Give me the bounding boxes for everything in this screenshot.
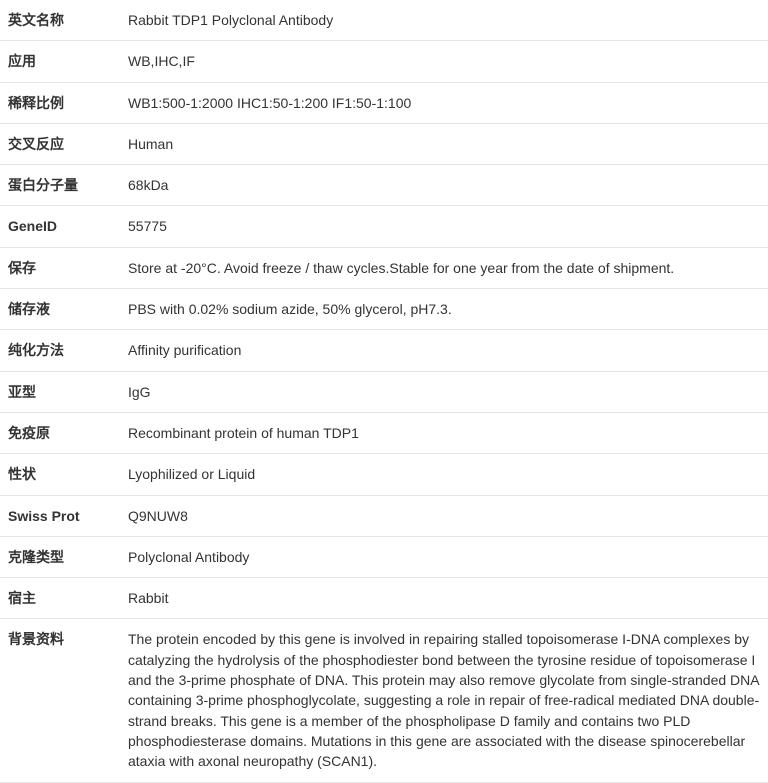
row-label: 储存液 [0,289,120,330]
row-value: Q9NUW8 [120,495,768,536]
row-value: Polyclonal Antibody [120,536,768,577]
row-value: Lyophilized or Liquid [120,454,768,495]
row-label: 应用 [0,41,120,82]
table-row: 纯化方法 Affinity purification [0,330,768,371]
row-value: WB1:500-1:2000 IHC1:50-1:200 IF1:50-1:10… [120,82,768,123]
row-value: 55775 [120,206,768,247]
row-label: 英文名称 [0,0,120,41]
table-row: 保存 Store at -20°C. Avoid freeze / thaw c… [0,247,768,288]
table-row: 背景资料 The protein encoded by this gene is… [0,619,768,782]
row-label: 亚型 [0,371,120,412]
spec-table: 英文名称 Rabbit TDP1 Polyclonal Antibody 应用 … [0,0,768,783]
table-row: 性状 Lyophilized or Liquid [0,454,768,495]
table-row: GeneID 55775 [0,206,768,247]
table-row: 亚型 IgG [0,371,768,412]
table-row: 储存液 PBS with 0.02% sodium azide, 50% gly… [0,289,768,330]
row-value: Human [120,123,768,164]
table-row: 克隆类型 Polyclonal Antibody [0,536,768,577]
row-label: 纯化方法 [0,330,120,371]
row-label: 克隆类型 [0,536,120,577]
row-label: 性状 [0,454,120,495]
table-row: 蛋白分子量 68kDa [0,165,768,206]
row-value: IgG [120,371,768,412]
table-row: 交叉反应 Human [0,123,768,164]
table-row: 免疫原 Recombinant protein of human TDP1 [0,412,768,453]
row-label: 交叉反应 [0,123,120,164]
row-value: The protein encoded by this gene is invo… [120,619,768,782]
row-label: 稀释比例 [0,82,120,123]
table-row: 稀释比例 WB1:500-1:2000 IHC1:50-1:200 IF1:50… [0,82,768,123]
row-label: 蛋白分子量 [0,165,120,206]
table-row: 英文名称 Rabbit TDP1 Polyclonal Antibody [0,0,768,41]
row-label: 免疫原 [0,412,120,453]
row-value: PBS with 0.02% sodium azide, 50% glycero… [120,289,768,330]
spec-table-body: 英文名称 Rabbit TDP1 Polyclonal Antibody 应用 … [0,0,768,782]
table-row: 应用 WB,IHC,IF [0,41,768,82]
table-row: Swiss Prot Q9NUW8 [0,495,768,536]
row-value: Rabbit TDP1 Polyclonal Antibody [120,0,768,41]
row-label: 背景资料 [0,619,120,782]
row-value: Store at -20°C. Avoid freeze / thaw cycl… [120,247,768,288]
row-label: 宿主 [0,578,120,619]
row-label: 保存 [0,247,120,288]
row-value: Affinity purification [120,330,768,371]
row-value: WB,IHC,IF [120,41,768,82]
table-row: 宿主 Rabbit [0,578,768,619]
row-value: 68kDa [120,165,768,206]
row-value: Rabbit [120,578,768,619]
row-label: Swiss Prot [0,495,120,536]
row-label: GeneID [0,206,120,247]
row-value: Recombinant protein of human TDP1 [120,412,768,453]
